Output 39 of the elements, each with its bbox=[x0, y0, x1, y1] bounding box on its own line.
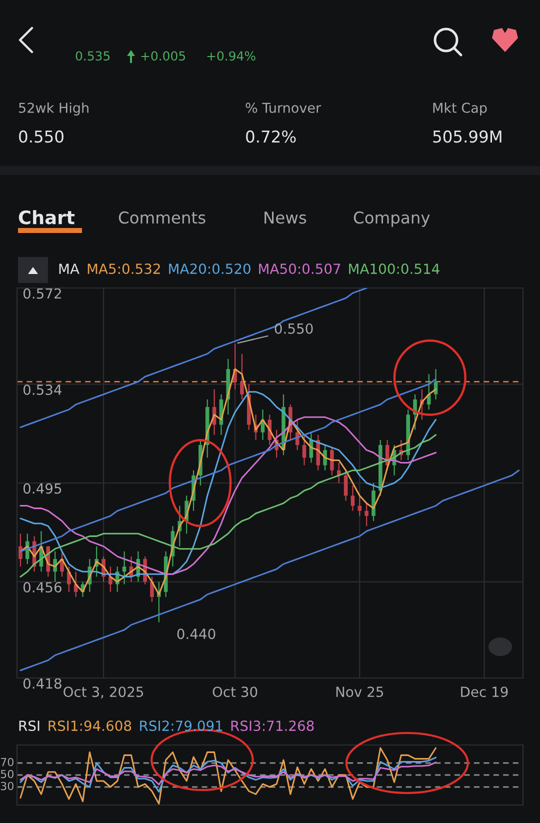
text: 505.99M bbox=[433, 130, 502, 143]
text: Mkt Cap bbox=[433, 102, 487, 116]
text: 52wk High bbox=[19, 102, 88, 116]
y-tick-label: 30 bbox=[0, 782, 14, 790]
text: Comments bbox=[118, 211, 206, 224]
y-tick-label: 0.572 bbox=[23, 288, 61, 299]
x-tick-label: Dec 19 bbox=[461, 686, 508, 698]
y-tick-label: 0.495 bbox=[23, 483, 62, 494]
text: 0.550 bbox=[19, 130, 64, 143]
text: MA50:0.507 bbox=[259, 264, 340, 274]
x-tick-label: Nov 25 bbox=[336, 686, 384, 698]
line-series bbox=[20, 762, 437, 786]
annotation: 0.550 bbox=[274, 323, 313, 334]
legend-title: RSI bbox=[19, 720, 40, 732]
y-tick-label: 0.418 bbox=[23, 678, 62, 689]
x-tick-label: Oct 3, 2025 bbox=[64, 686, 144, 698]
series-label: RSI1:94.608 bbox=[48, 720, 132, 732]
text: RSI2:79.091 bbox=[140, 720, 222, 732]
text: +0.94% bbox=[207, 51, 256, 61]
text: Chart bbox=[18, 210, 75, 224]
text: +0.005 bbox=[141, 51, 186, 61]
text: 0.72% bbox=[246, 130, 296, 143]
line-series bbox=[20, 747, 437, 805]
y-tick-label: 0.534 bbox=[23, 384, 62, 395]
text: Company bbox=[354, 211, 430, 227]
text: MA100:0.514 bbox=[349, 264, 440, 274]
text: News bbox=[264, 212, 306, 224]
text: % Turnover bbox=[246, 102, 322, 113]
legend-title: MA bbox=[59, 264, 80, 274]
text: RSI3:71.268 bbox=[231, 720, 314, 732]
text: 0.535 bbox=[76, 51, 110, 61]
text: MA20:0.520 bbox=[169, 264, 250, 274]
annotation: 0.440 bbox=[177, 628, 216, 640]
text: MA5:0.532 bbox=[88, 264, 160, 274]
y-tick-label: 0.456 bbox=[23, 582, 62, 593]
y-tick-label: 50 bbox=[0, 770, 14, 778]
y-tick-label: 70 bbox=[0, 758, 14, 766]
line-series bbox=[20, 756, 437, 793]
x-tick-label: Oct 30 bbox=[212, 686, 258, 698]
